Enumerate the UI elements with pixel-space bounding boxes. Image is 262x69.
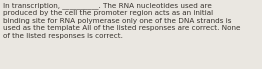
Text: In transcription, __________. The RNA nucleotides used are
produced by the cell : In transcription, __________. The RNA nu…	[3, 2, 241, 39]
